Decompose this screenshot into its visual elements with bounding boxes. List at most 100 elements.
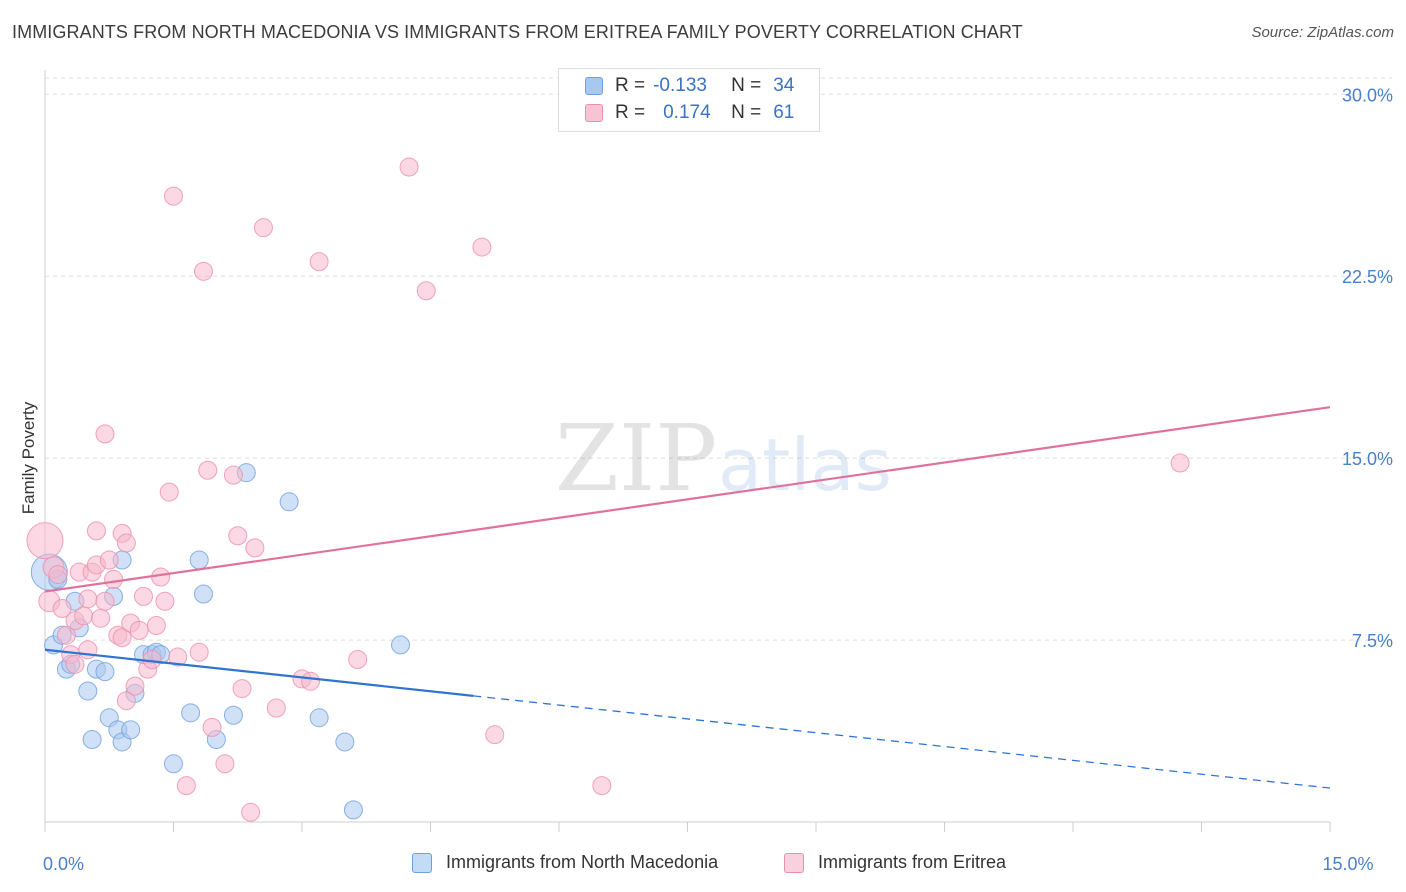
legend-row-eritrea: R = 0.174 N = 61 bbox=[585, 100, 794, 126]
point-eritrea bbox=[1170, 453, 1190, 473]
point-eritrea bbox=[592, 776, 612, 796]
points-layer bbox=[26, 157, 1190, 822]
trend-north-macedonia-extrapolated bbox=[473, 695, 1331, 789]
point-north-macedonia bbox=[279, 492, 299, 512]
legend-swatch-pink bbox=[585, 104, 603, 122]
point-north-macedonia bbox=[181, 703, 201, 723]
point-eritrea bbox=[241, 802, 261, 822]
point-eritrea bbox=[416, 281, 436, 301]
point-eritrea bbox=[52, 599, 72, 619]
legend-r-label: R = bbox=[615, 75, 646, 96]
correlation-legend: R = -0.133 N = 34 R = 0.174 N = 61 bbox=[558, 68, 820, 132]
point-eritrea bbox=[399, 157, 419, 177]
point-eritrea bbox=[48, 565, 68, 585]
point-north-macedonia bbox=[335, 732, 355, 752]
series-legend-north-macedonia: Immigrants from North Macedonia bbox=[412, 852, 718, 873]
point-eritrea bbox=[95, 591, 115, 611]
point-eritrea bbox=[215, 754, 235, 774]
watermark-atlas: atlas bbox=[718, 423, 892, 507]
point-eritrea bbox=[116, 533, 136, 553]
point-eritrea bbox=[348, 649, 368, 669]
point-eritrea bbox=[309, 252, 329, 272]
point-north-macedonia bbox=[223, 705, 243, 725]
y-tick-label: 30.0% bbox=[1342, 85, 1393, 105]
grid-layer bbox=[45, 77, 1392, 641]
tick-layer: 7.5% 15.0% 22.5% 30.0% 0.0% 15.0% bbox=[43, 85, 1393, 874]
point-eritrea bbox=[86, 521, 106, 541]
legend-n-value: 61 bbox=[773, 102, 795, 123]
y-tick-label: 15.0% bbox=[1342, 449, 1393, 469]
point-eritrea bbox=[151, 567, 171, 587]
point-eritrea bbox=[198, 460, 218, 480]
point-eritrea bbox=[223, 465, 243, 485]
point-eritrea bbox=[164, 186, 183, 206]
point-eritrea bbox=[202, 717, 222, 737]
point-eritrea bbox=[65, 654, 85, 674]
point-eritrea bbox=[168, 647, 188, 667]
point-eritrea bbox=[159, 482, 179, 502]
legend-n-value: 34 bbox=[773, 75, 795, 96]
x-tick-label: 15.0% bbox=[1322, 854, 1373, 874]
point-eritrea bbox=[189, 642, 209, 662]
y-tick-label: 22.5% bbox=[1342, 267, 1393, 287]
point-north-macedonia bbox=[189, 550, 209, 570]
watermark: ZIP atlas bbox=[555, 405, 892, 512]
y-axis-label: Family Poverty bbox=[19, 401, 38, 514]
series-swatch-pink bbox=[784, 852, 804, 873]
series-legend-eritrea: Immigrants from Eritrea bbox=[784, 852, 1006, 873]
point-eritrea bbox=[74, 606, 94, 626]
legend-row-north-macedonia: R = -0.133 N = 34 bbox=[585, 73, 794, 99]
point-eritrea bbox=[301, 671, 321, 691]
legend-n-label: N = bbox=[731, 75, 762, 96]
point-eritrea bbox=[26, 522, 64, 560]
point-eritrea bbox=[125, 676, 145, 696]
point-eritrea bbox=[266, 698, 286, 718]
point-eritrea bbox=[485, 725, 505, 745]
point-eritrea bbox=[91, 608, 111, 628]
point-north-macedonia bbox=[121, 720, 141, 740]
trend-eritrea bbox=[44, 406, 1331, 593]
series-name: Immigrants from North Macedonia bbox=[446, 852, 719, 872]
legend-r-label: R = bbox=[615, 102, 646, 123]
point-eritrea bbox=[193, 261, 213, 281]
point-eritrea bbox=[228, 526, 248, 546]
point-north-macedonia bbox=[95, 662, 115, 682]
point-eritrea bbox=[253, 218, 273, 238]
point-eritrea bbox=[472, 237, 492, 257]
point-eritrea bbox=[142, 649, 162, 669]
point-eritrea bbox=[245, 538, 265, 558]
point-north-macedonia bbox=[82, 730, 102, 750]
point-north-macedonia bbox=[164, 754, 183, 774]
point-eritrea bbox=[95, 424, 115, 444]
y-tick-label: 7.5% bbox=[1352, 631, 1393, 651]
point-eritrea bbox=[232, 679, 252, 699]
series-name: Immigrants from Eritrea bbox=[818, 852, 1007, 872]
point-eritrea bbox=[112, 628, 132, 648]
page-title: IMMIGRANTS FROM NORTH MACEDONIA VS IMMIG… bbox=[12, 22, 1023, 42]
point-eritrea bbox=[155, 591, 175, 611]
point-north-macedonia bbox=[343, 800, 363, 820]
trend-layer bbox=[44, 406, 1331, 789]
point-eritrea bbox=[78, 589, 98, 609]
source-credit: Source: ZipAtlas.com bbox=[1251, 24, 1394, 41]
point-eritrea bbox=[99, 550, 119, 570]
series-swatch-blue bbox=[412, 852, 432, 873]
watermark-zip: ZIP bbox=[555, 405, 717, 512]
point-eritrea bbox=[116, 691, 136, 711]
legend-r-value: 0.174 bbox=[663, 102, 711, 123]
point-north-macedonia bbox=[78, 681, 98, 701]
legend-r-value: -0.133 bbox=[653, 75, 707, 96]
point-eritrea bbox=[129, 620, 149, 640]
point-eritrea bbox=[134, 586, 154, 606]
trend-north-macedonia bbox=[44, 648, 474, 697]
legend-swatch-blue bbox=[585, 77, 603, 95]
x-tick-label: 0.0% bbox=[43, 854, 84, 874]
point-north-macedonia bbox=[193, 584, 213, 604]
legend-n-label: N = bbox=[731, 102, 762, 123]
point-eritrea bbox=[176, 776, 196, 796]
point-eritrea bbox=[104, 569, 124, 589]
point-north-macedonia bbox=[309, 708, 329, 728]
point-north-macedonia bbox=[391, 635, 411, 655]
point-eritrea bbox=[56, 625, 76, 645]
